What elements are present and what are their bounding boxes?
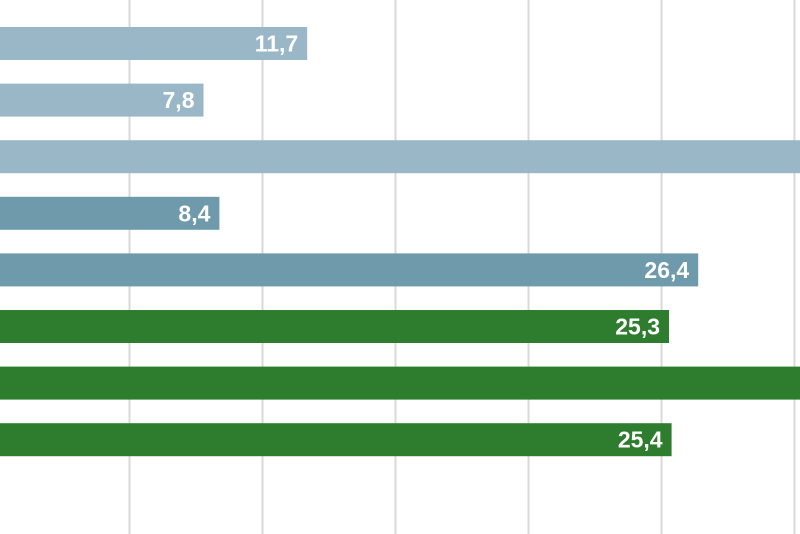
bar <box>0 310 669 343</box>
bar-value-label: 11,7 <box>255 31 299 57</box>
bar <box>0 423 672 457</box>
bar-value-label: 25,4 <box>618 427 663 453</box>
bar-value-label: 7,8 <box>163 87 195 113</box>
bar-value-label: 25,3 <box>615 314 660 340</box>
bar <box>0 140 800 174</box>
bar <box>0 27 308 60</box>
bar <box>0 366 800 400</box>
bar <box>0 253 699 287</box>
bar <box>0 196 220 230</box>
bars: 11,7 7,8 8,4 26,4 25,3 25,4 <box>0 27 800 457</box>
bar-value-label: 8,4 <box>178 200 210 226</box>
bar <box>0 83 204 117</box>
bar-value-label: 26,4 <box>644 257 689 283</box>
